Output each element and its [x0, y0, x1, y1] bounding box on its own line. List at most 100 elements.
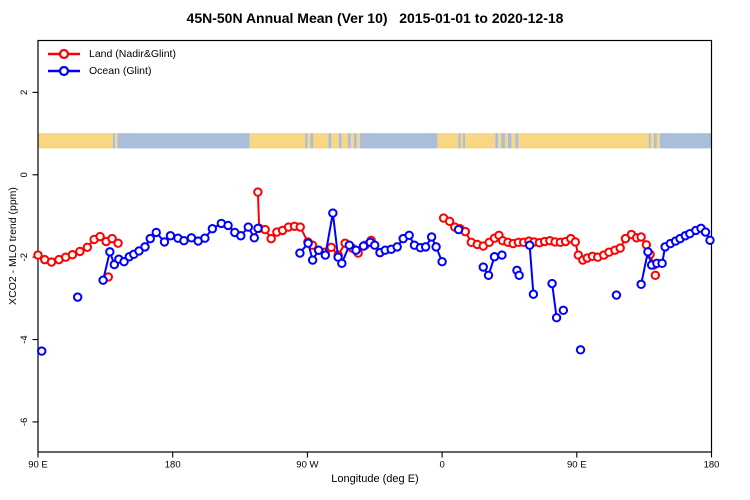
- data-point-marker-ocean: [431, 242, 441, 252]
- data-point-marker-ocean: [159, 237, 170, 247]
- data-point-marker-land: [33, 250, 43, 260]
- y-axis-tick-label: -2: [19, 253, 30, 261]
- data-point-marker-ocean: [657, 258, 667, 269]
- map-band-segment-ocean: [495, 133, 499, 149]
- data-point-marker-ocean: [313, 245, 324, 255]
- data-point-marker-ocean: [404, 230, 414, 241]
- x-axis-tick-label: 180: [165, 460, 181, 471]
- data-point-marker-ocean: [249, 233, 259, 243]
- y-axis-tick-label: -6: [19, 418, 30, 426]
- data-point-marker-ocean: [547, 278, 557, 289]
- legend-item-ocean: Ocean (Glint): [46, 62, 176, 79]
- data-point-marker-ocean: [105, 247, 115, 257]
- data-point-marker-land: [260, 224, 270, 235]
- data-point-marker-ocean: [328, 208, 338, 218]
- data-point-marker-land: [326, 242, 336, 252]
- map-band-segment-land: [460, 133, 464, 149]
- data-point-marker-ocean: [303, 238, 313, 248]
- data-point-marker-ocean: [514, 270, 524, 280]
- data-point-marker-ocean: [140, 242, 150, 252]
- series-line-ocean: [551, 283, 558, 318]
- chart-title: 45N-50N Annual Mean (Ver 10) 2015-01-01 …: [186, 10, 564, 26]
- data-point-marker-ocean: [253, 223, 263, 234]
- data-point-marker-ocean: [236, 231, 246, 241]
- map-band-segment-land: [465, 133, 496, 149]
- data-point-marker-ocean: [72, 292, 83, 302]
- data-point-marker-ocean: [351, 245, 361, 255]
- data-point-marker-ocean: [497, 250, 507, 260]
- map-band-segment-land: [356, 133, 360, 149]
- x-axis-tick-label: 90 E: [28, 460, 48, 471]
- map-band-segment-land: [656, 133, 660, 149]
- data-point-marker-land: [113, 238, 123, 248]
- data-point-marker-land: [266, 233, 276, 244]
- map-band-segment-land: [313, 133, 329, 149]
- data-point-marker-ocean: [558, 305, 569, 316]
- map-band-segment-ocean: [653, 133, 657, 149]
- data-point-marker-ocean: [179, 235, 189, 246]
- map-band-segment-land: [650, 133, 654, 149]
- data-point-marker-ocean: [426, 232, 437, 242]
- map-band-segment-ocean: [648, 133, 651, 149]
- data-point-marker-ocean: [98, 275, 108, 285]
- map-band-segment-ocean: [359, 133, 438, 149]
- map-band-segment-ocean: [507, 133, 512, 149]
- data-point-marker-land: [82, 242, 93, 252]
- map-band-segment-ocean: [347, 133, 351, 149]
- y-axis-tick-label: -4: [19, 335, 30, 343]
- y-axis-tick-label: 2: [19, 90, 30, 95]
- x-axis-tick-label: 90 W: [296, 460, 318, 471]
- data-point-marker-ocean: [165, 231, 176, 241]
- data-point-marker-land: [615, 243, 625, 253]
- map-band-segment-land: [350, 133, 354, 149]
- map-band-segment-land: [511, 133, 516, 149]
- map-band-segment-land: [307, 133, 311, 149]
- y-axis-title: XCO2 - MLO trend (ppm): [7, 187, 19, 305]
- map-band-segment-ocean: [328, 133, 332, 149]
- data-point-marker-land: [444, 216, 455, 227]
- data-point-marker-ocean: [223, 220, 233, 231]
- data-point-marker-ocean: [483, 270, 494, 280]
- data-point-marker-ocean: [243, 222, 253, 232]
- data-point-marker-ocean: [344, 240, 355, 250]
- data-point-marker-ocean: [207, 224, 218, 234]
- data-point-marker-land: [95, 231, 105, 242]
- map-band-segment-land: [249, 133, 306, 149]
- data-point-marker-land: [295, 222, 305, 232]
- data-point-marker-land: [107, 233, 117, 244]
- data-point-marker-land: [46, 257, 57, 267]
- map-band-segment-ocean: [310, 133, 314, 149]
- data-point-marker-land: [67, 249, 78, 260]
- x-axis-title: Longitude (deg E): [331, 473, 419, 485]
- data-point-marker-ocean: [420, 242, 431, 252]
- map-band-segment-ocean: [458, 133, 461, 149]
- map-band-segment-ocean: [515, 133, 519, 149]
- data-point-marker-land: [636, 232, 646, 242]
- data-point-marker-ocean: [636, 279, 646, 290]
- x-axis-tick-label: 90 E: [567, 460, 587, 471]
- data-point-marker-ocean: [478, 262, 488, 272]
- data-point-marker-ocean: [392, 242, 402, 252]
- map-band-segment-land: [38, 133, 113, 149]
- data-point-marker-ocean: [551, 313, 562, 323]
- data-point-marker-ocean: [200, 233, 210, 243]
- map-band-segment-land: [437, 133, 459, 149]
- x-axis-tick-label: 0: [439, 460, 444, 471]
- map-band-segment-land: [504, 133, 508, 149]
- legend-label-ocean: Ocean (Glint): [89, 64, 152, 77]
- data-point-marker-ocean: [643, 247, 653, 257]
- data-point-marker-ocean: [370, 240, 380, 250]
- data-point-marker-ocean: [524, 240, 535, 250]
- data-point-marker-ocean: [145, 233, 155, 244]
- legend-label-land: Land (Nadir&Glint): [89, 47, 176, 60]
- map-band-segment-ocean: [463, 133, 466, 149]
- data-point-marker-land: [253, 187, 263, 197]
- data-point-marker-ocean: [575, 345, 586, 355]
- map-band-segment-ocean: [353, 133, 357, 149]
- series-line-ocean: [528, 245, 535, 295]
- map-band-segment-land: [341, 133, 348, 149]
- data-point-marker-land: [570, 237, 581, 247]
- data-point-marker-ocean: [295, 248, 305, 258]
